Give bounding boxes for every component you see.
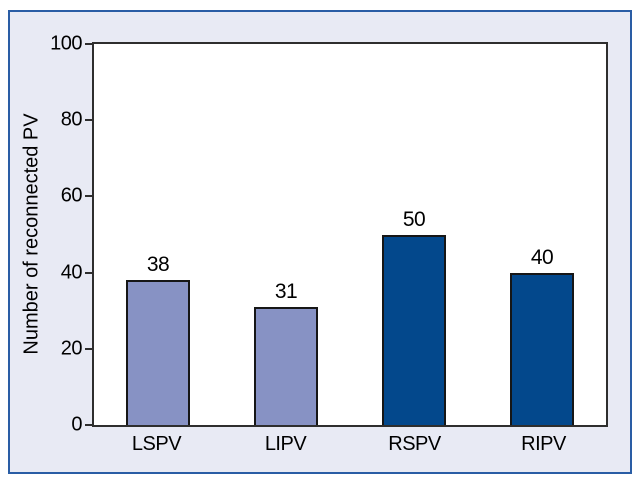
bar-column-rspv: 50	[350, 44, 478, 425]
bar-lipv: 31	[254, 280, 318, 425]
y-tick-label: 20	[60, 337, 83, 360]
bar-value-label: 38	[146, 253, 170, 277]
plot-area: 100 80 60 40 20 0 38 31 50	[50, 33, 608, 436]
bar-column-lipv: 31	[222, 44, 350, 425]
y-tick-label: 60	[60, 184, 83, 207]
y-tick-label: 100	[50, 32, 82, 55]
y-tick-label: 40	[60, 261, 83, 284]
bar-ripv: 40	[510, 246, 574, 425]
y-tick-label: 80	[60, 108, 83, 131]
y-tick-mark	[85, 347, 92, 350]
y-tick-label: 0	[71, 413, 82, 436]
x-category-label: LSPV	[131, 433, 182, 455]
bar-value-label: 31	[274, 279, 298, 303]
y-tick-mark	[85, 271, 92, 274]
bar-lspv: 38	[126, 253, 190, 425]
y-tick-mark	[85, 119, 92, 122]
bar-column-lspv: 38	[94, 44, 222, 425]
y-tick-mark	[85, 424, 92, 426]
chart-frame: Number of reconnected PV 100 80 60 40 20…	[8, 10, 632, 474]
y-axis-label: Number of reconnected PV	[20, 113, 43, 355]
x-axis-category-labels: LSPV LIPV RSPV RIPV	[92, 433, 608, 456]
y-tick-mark	[85, 195, 92, 198]
bar-value-label: 50	[402, 207, 426, 231]
bar-value-label: 40	[530, 245, 554, 269]
bar-series: 38 31 50 40	[94, 44, 606, 425]
x-category-label: RSPV	[388, 433, 441, 455]
x-category-label: RIPV	[521, 433, 566, 455]
y-tick-mark	[85, 43, 92, 45]
x-category-label: LIPV	[264, 433, 307, 455]
bar-rspv: 50	[382, 208, 446, 425]
bar-column-ripv: 40	[478, 44, 606, 425]
